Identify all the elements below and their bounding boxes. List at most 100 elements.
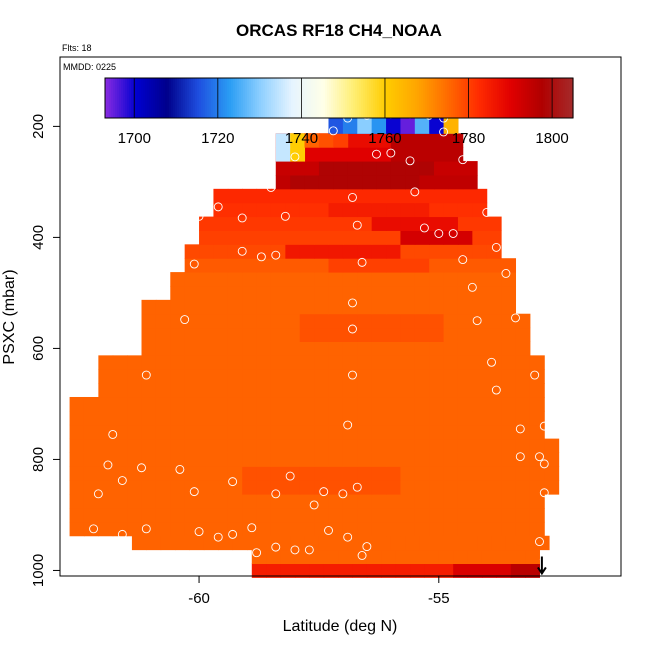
heatmap-cell [515, 383, 531, 398]
heatmap-cell [299, 355, 315, 370]
heatmap-cell [357, 299, 373, 315]
colorbar-segment [157, 78, 160, 118]
heatmap-cell [227, 494, 243, 509]
heatmap-cell [515, 508, 531, 523]
heatmap-cell [141, 341, 157, 356]
colorbar-segment [221, 78, 224, 118]
colorbar-segment [193, 78, 196, 118]
heatmap-cell [342, 396, 358, 412]
heatmap-cell [529, 355, 545, 370]
heatmap-cell [362, 174, 377, 190]
heatmap-cell [491, 535, 507, 551]
heatmap-cell [199, 355, 214, 370]
colorbar-segment [273, 78, 276, 118]
sample-point [535, 452, 544, 462]
heatmap-cell [299, 272, 315, 287]
heatmap-cell [357, 327, 373, 342]
colorbar-segment [505, 78, 508, 118]
colorbar-segment [199, 78, 202, 118]
heatmap-cell [371, 244, 387, 259]
heatmap-cell [486, 396, 502, 412]
heatmap-cell [429, 508, 445, 523]
colorbar-tick-label: 1740 [285, 130, 318, 147]
heatmap-cell [414, 230, 430, 245]
colorbar-segment [439, 78, 442, 118]
colorbar-segment [481, 78, 484, 118]
colorbar-segment [389, 78, 392, 118]
heatmap-cell [429, 494, 445, 509]
heatmap-cell [434, 535, 449, 551]
heatmap-cell [170, 272, 186, 287]
y-tick-label: 400 [30, 225, 47, 250]
heatmap-cell [155, 410, 171, 426]
heatmap-cell [501, 258, 517, 273]
heatmap-cell [112, 383, 128, 398]
sample-point [515, 452, 525, 462]
heatmap-cell [414, 383, 430, 398]
colorbar-segment [165, 78, 168, 118]
heatmap-cell [170, 410, 186, 426]
heatmap-cell [472, 521, 488, 537]
heatmap-cell [386, 521, 401, 537]
heatmap-cell [270, 424, 286, 440]
heatmap-cell [184, 258, 200, 273]
heatmap-cell [414, 272, 430, 287]
colorbar-segment [131, 78, 134, 118]
heatmap-cell [285, 480, 301, 495]
heatmap-cell [457, 188, 473, 204]
heatmap-cell [314, 369, 330, 384]
colorbar-segment [139, 78, 142, 118]
heatmap-cell [400, 216, 416, 231]
heatmap-cell [515, 438, 531, 453]
heatmap-cell [170, 480, 186, 495]
colorbar-segment [123, 78, 126, 118]
colorbar-segment [409, 78, 412, 118]
heatmap-cell [227, 216, 243, 231]
heatmap-cell [98, 424, 114, 440]
sample-point [108, 430, 118, 439]
heatmap-cell [227, 230, 243, 245]
heatmap-cell [443, 438, 459, 453]
heatmap-cell [342, 480, 358, 495]
heatmap-cell [199, 369, 214, 384]
heatmap-cell [227, 188, 243, 204]
sample-point [228, 477, 238, 487]
heatmap-cell [256, 466, 272, 481]
colorbar-segment [375, 78, 378, 118]
heatmap-cell [472, 355, 488, 370]
heatmap-cell [443, 410, 459, 426]
colorbar-segment [313, 78, 316, 118]
colorbar-segment [533, 78, 536, 118]
colorbar-segment [323, 78, 326, 118]
colorbar-segment [531, 78, 534, 118]
heatmap-cell [486, 480, 502, 495]
sample-point [448, 229, 458, 238]
heatmap-cell [357, 202, 373, 218]
colorbar-segment [259, 78, 262, 118]
heatmap-cell [227, 369, 243, 384]
heatmap-cell [141, 383, 157, 398]
heatmap-cell [342, 313, 358, 329]
heatmap-cell [529, 452, 545, 467]
sample-point [348, 324, 357, 334]
heatmap-cell [112, 521, 128, 537]
heatmap-cell [501, 272, 517, 287]
heatmap-cell [270, 452, 286, 467]
heatmap-cell [472, 188, 488, 204]
heatmap-cell [227, 466, 243, 481]
heatmap-cell [486, 452, 502, 467]
heatmap-cell [314, 313, 330, 329]
heatmap-cell [69, 521, 85, 537]
heatmap-cell [98, 480, 114, 495]
heatmap-cell [371, 216, 387, 231]
heatmap-cell [376, 161, 392, 176]
heatmap-cell [199, 424, 214, 440]
heatmap-cell [184, 299, 200, 315]
heatmap-cell [323, 549, 339, 565]
heatmap-cell [299, 438, 315, 453]
colorbar-segment [513, 78, 516, 118]
colorbar-segment [227, 78, 230, 118]
colorbar-segment [125, 78, 128, 118]
heatmap-cell [127, 466, 143, 481]
heatmap-cell [371, 383, 387, 398]
